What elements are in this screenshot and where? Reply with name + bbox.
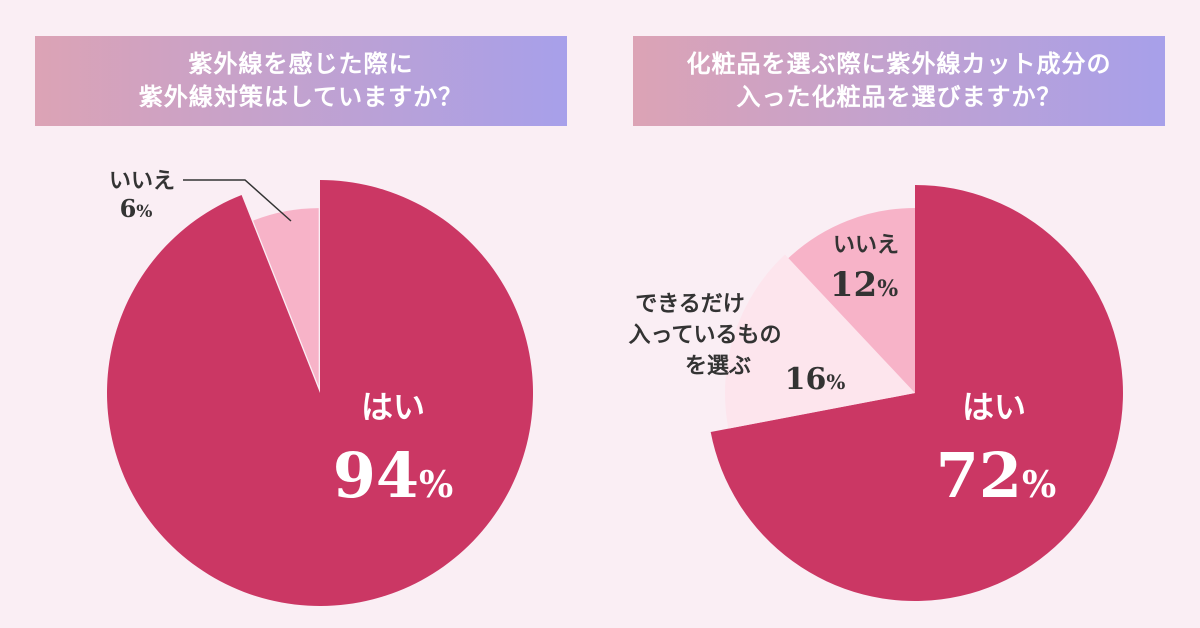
pie-slice-yes xyxy=(107,180,534,607)
pie-slice-if-possible xyxy=(725,254,915,429)
slice-label-yes: はい xyxy=(361,388,425,426)
slice-value-if-possible: 16% xyxy=(785,362,846,397)
slice-value-yes: 94% xyxy=(333,439,454,512)
chart-title-line: 紫外線対策はしていますか？ xyxy=(138,83,464,111)
slice-label-no: いいえ xyxy=(833,232,899,258)
slice-label-if-possible-line1: できるだけ xyxy=(635,291,745,317)
slice-label-no: いいえ xyxy=(109,168,175,194)
leader-line xyxy=(183,179,292,222)
slice-value-no: 12% xyxy=(830,265,898,305)
pie-chart-right xyxy=(710,185,1123,601)
pie-slice-yes xyxy=(710,185,1123,601)
pie-chart-left xyxy=(107,180,534,607)
slice-value-no: 6% xyxy=(120,194,153,223)
pie-slice-no xyxy=(788,208,915,393)
slice-label-yes: はい xyxy=(962,388,1026,426)
slice-label-if-possible-line3: を選ぶ xyxy=(685,353,751,379)
pie-slice-no xyxy=(253,208,319,387)
chart-title-line: 紫外線を感じた際に xyxy=(188,50,414,78)
slice-label-if-possible-line2: 入っているもの xyxy=(629,322,782,348)
chart-title-left: 紫外線を感じた際に 紫外線対策はしていますか？ xyxy=(35,36,567,126)
chart-title-line: 化粧品を選ぶ際に紫外線カット成分の xyxy=(686,50,1112,78)
chart-title-line: 入った化粧品を選びますか？ xyxy=(736,83,1062,111)
chart-title-right: 化粧品を選ぶ際に紫外線カット成分の 入った化粧品を選びますか？ xyxy=(633,36,1165,126)
slice-value-yes: 72% xyxy=(936,439,1057,512)
